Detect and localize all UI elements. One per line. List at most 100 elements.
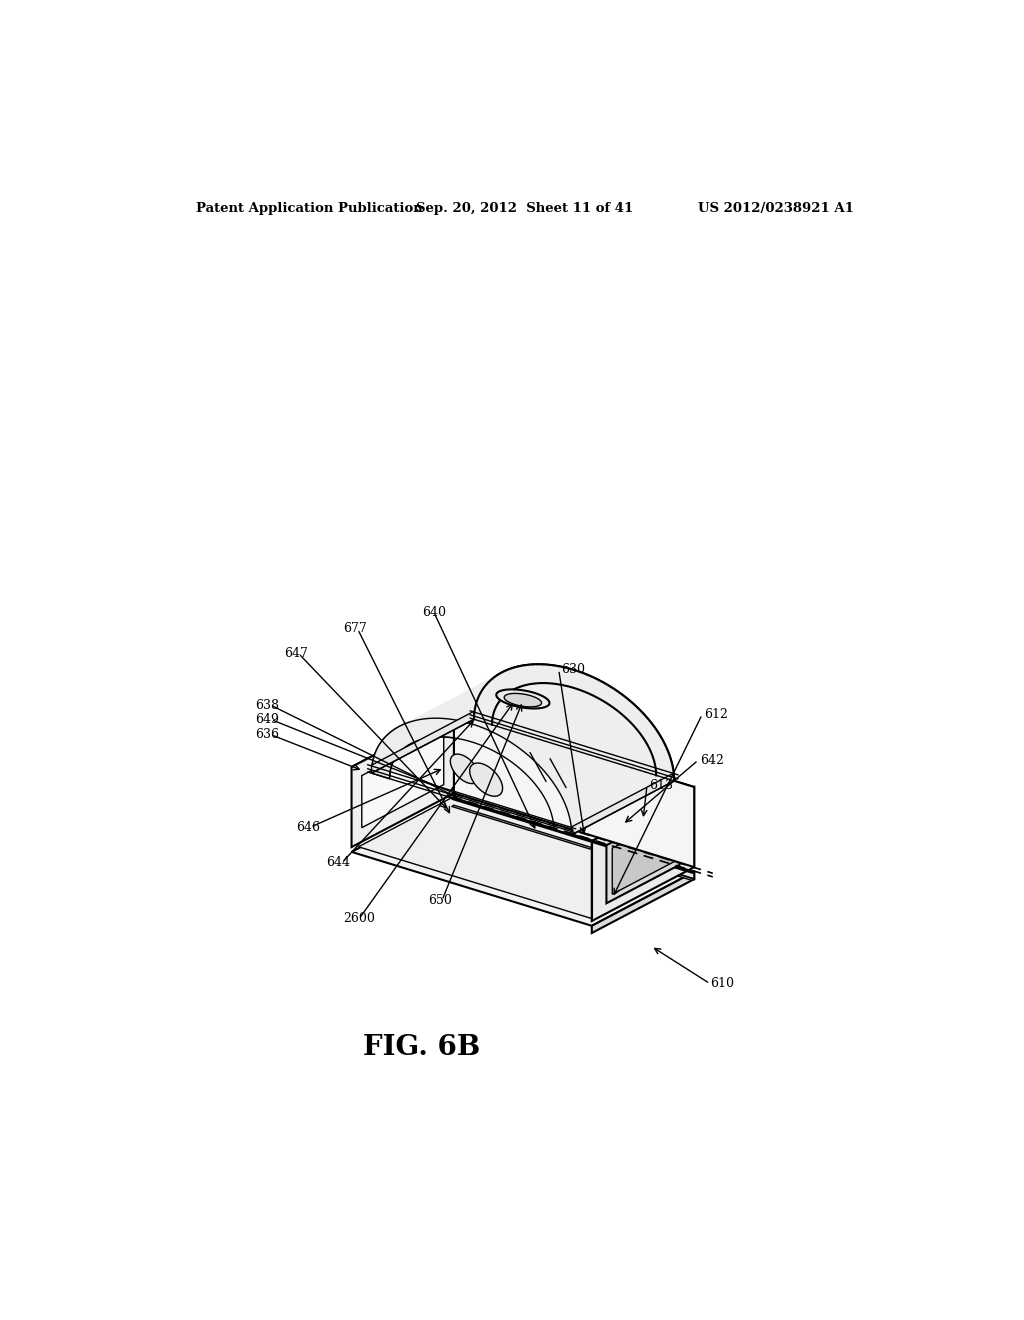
Polygon shape — [436, 805, 470, 814]
Text: 612: 612 — [705, 708, 728, 721]
Polygon shape — [571, 774, 674, 834]
Text: Sep. 20, 2012  Sheet 11 of 41: Sep. 20, 2012 Sheet 11 of 41 — [416, 202, 634, 215]
Polygon shape — [545, 718, 651, 776]
Text: 677: 677 — [343, 623, 368, 635]
Polygon shape — [520, 694, 627, 752]
Polygon shape — [566, 754, 671, 813]
Polygon shape — [358, 795, 689, 919]
Polygon shape — [474, 671, 582, 726]
Polygon shape — [452, 805, 694, 880]
Polygon shape — [474, 664, 674, 781]
Polygon shape — [401, 669, 508, 725]
Polygon shape — [454, 713, 694, 867]
Polygon shape — [406, 668, 512, 723]
Polygon shape — [555, 731, 660, 789]
Polygon shape — [454, 799, 694, 879]
Polygon shape — [379, 689, 483, 746]
Polygon shape — [351, 713, 454, 847]
Polygon shape — [568, 759, 672, 817]
Polygon shape — [442, 664, 550, 719]
Polygon shape — [375, 696, 479, 754]
Text: 638: 638 — [255, 698, 280, 711]
Text: 646: 646 — [296, 821, 321, 834]
Polygon shape — [374, 700, 477, 756]
Polygon shape — [454, 665, 561, 721]
Polygon shape — [592, 873, 694, 933]
Polygon shape — [457, 795, 689, 871]
Polygon shape — [506, 685, 613, 742]
Text: 636: 636 — [255, 729, 280, 742]
Polygon shape — [433, 664, 540, 718]
Polygon shape — [372, 715, 474, 774]
Text: 630: 630 — [561, 663, 585, 676]
Polygon shape — [469, 669, 577, 725]
Polygon shape — [496, 680, 603, 737]
Text: US 2012/0238921 A1: US 2012/0238921 A1 — [698, 202, 854, 215]
Polygon shape — [351, 799, 694, 925]
Text: 613: 613 — [649, 779, 674, 792]
Polygon shape — [570, 768, 674, 826]
Text: FIG. 6B: FIG. 6B — [362, 1035, 480, 1061]
Polygon shape — [592, 787, 694, 921]
Polygon shape — [428, 664, 536, 718]
Polygon shape — [423, 664, 530, 719]
Polygon shape — [372, 711, 474, 774]
Polygon shape — [479, 673, 588, 729]
Text: 644: 644 — [326, 857, 350, 870]
Polygon shape — [437, 664, 545, 718]
Text: 610: 610 — [710, 977, 734, 990]
Polygon shape — [385, 680, 490, 737]
Polygon shape — [394, 673, 501, 729]
Polygon shape — [381, 686, 485, 743]
Polygon shape — [485, 675, 593, 731]
Polygon shape — [388, 677, 494, 734]
Text: 640: 640 — [422, 606, 446, 619]
Polygon shape — [569, 763, 673, 821]
Polygon shape — [377, 692, 481, 750]
Polygon shape — [391, 676, 497, 731]
Polygon shape — [511, 688, 617, 746]
Polygon shape — [560, 741, 666, 799]
Polygon shape — [552, 727, 657, 785]
Polygon shape — [612, 816, 674, 894]
Polygon shape — [501, 682, 608, 739]
Polygon shape — [351, 713, 694, 841]
Polygon shape — [470, 763, 503, 796]
Polygon shape — [447, 665, 556, 719]
Polygon shape — [361, 733, 443, 828]
Polygon shape — [398, 671, 504, 727]
Polygon shape — [372, 708, 475, 764]
Polygon shape — [529, 702, 636, 760]
Polygon shape — [372, 711, 474, 770]
Text: 649: 649 — [255, 713, 279, 726]
Polygon shape — [563, 744, 668, 804]
Polygon shape — [497, 689, 550, 709]
Polygon shape — [383, 682, 487, 739]
Polygon shape — [558, 737, 663, 795]
Polygon shape — [504, 693, 542, 708]
Polygon shape — [534, 706, 640, 764]
Polygon shape — [490, 677, 598, 734]
Polygon shape — [606, 807, 680, 903]
Polygon shape — [451, 754, 479, 784]
Polygon shape — [419, 665, 525, 719]
Text: 2600: 2600 — [343, 912, 376, 925]
Polygon shape — [515, 692, 623, 748]
Polygon shape — [571, 776, 674, 834]
Text: 642: 642 — [699, 754, 724, 767]
Polygon shape — [524, 698, 632, 756]
Polygon shape — [565, 750, 669, 808]
Polygon shape — [571, 772, 674, 830]
Polygon shape — [372, 718, 571, 834]
Polygon shape — [373, 704, 476, 760]
Text: 647: 647 — [285, 647, 308, 660]
Polygon shape — [538, 710, 644, 768]
Polygon shape — [414, 665, 521, 721]
Polygon shape — [459, 667, 566, 722]
Polygon shape — [542, 714, 647, 772]
Polygon shape — [410, 667, 516, 722]
Polygon shape — [464, 668, 571, 723]
Text: Patent Application Publication: Patent Application Publication — [196, 202, 423, 215]
Text: 650: 650 — [429, 894, 453, 907]
Polygon shape — [549, 722, 654, 781]
